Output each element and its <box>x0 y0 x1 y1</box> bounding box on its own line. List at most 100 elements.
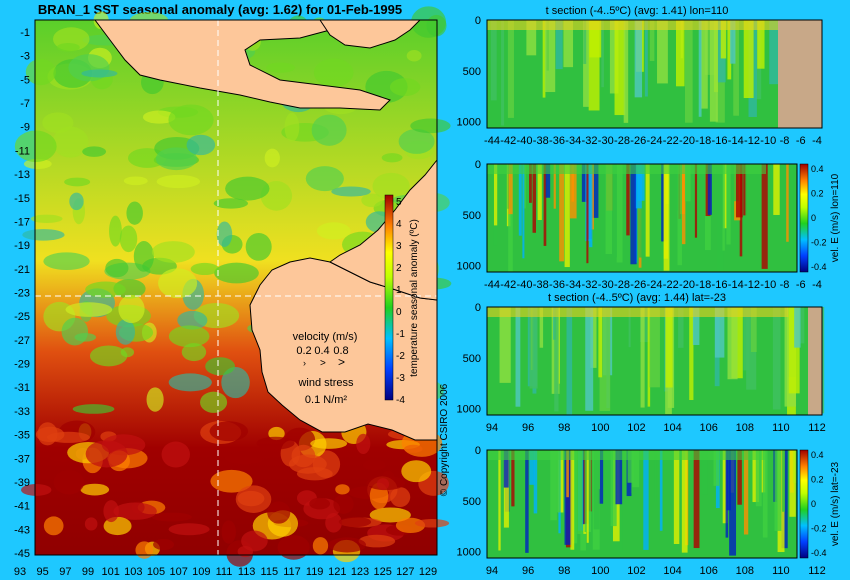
anomaly-patch <box>267 501 291 524</box>
main-x-tick-label: 127 <box>396 566 414 578</box>
section-column <box>605 164 613 255</box>
panel-x-tick: 110 <box>772 422 790 434</box>
panel-frame <box>486 449 798 559</box>
anomaly-patch <box>331 186 371 197</box>
section-column <box>493 164 498 226</box>
panel-x-tick: 98 <box>558 422 570 434</box>
section-column <box>691 450 695 517</box>
panel-x-tick: -22 <box>663 135 679 147</box>
anomaly-patch <box>25 58 56 86</box>
section-column <box>689 307 694 401</box>
section-column <box>572 450 578 544</box>
panel-x-tick: -26 <box>630 279 646 291</box>
section-column <box>645 164 650 257</box>
panel-x-tick: 94 <box>486 565 498 577</box>
anomaly-patch <box>113 502 157 520</box>
section-column <box>544 20 556 93</box>
anomaly-patch <box>46 431 90 443</box>
panel-x-tick: -12 <box>744 279 760 291</box>
section-column <box>599 307 611 412</box>
section-column <box>674 164 678 211</box>
anomaly-patch <box>372 172 410 200</box>
velocity-scale-1: 0.4 <box>314 345 329 357</box>
anomaly-patch <box>216 221 233 248</box>
anomaly-patch <box>209 421 249 442</box>
main-x-tick-label: 99 <box>82 566 94 578</box>
land-mask <box>778 20 822 128</box>
section-column <box>679 164 685 215</box>
panel-x-tick: -18 <box>695 279 711 291</box>
section-column <box>701 20 708 109</box>
anomaly-patch <box>214 262 259 284</box>
section-column <box>657 20 668 84</box>
section-column <box>715 20 726 83</box>
main-x-tick-label: 121 <box>328 566 346 578</box>
panel-x-tick: -30 <box>598 279 614 291</box>
section-column <box>735 164 743 218</box>
main-y-tick-label: -11 <box>15 145 30 157</box>
section-column <box>526 20 537 56</box>
section-column <box>743 164 747 216</box>
section-column <box>788 307 800 394</box>
section-column <box>626 164 630 236</box>
main-y-tick-label: -41 <box>14 501 30 513</box>
panel-x-tick: -42 <box>500 135 516 147</box>
section-column <box>593 450 600 530</box>
main-y-tick-label: -23 <box>14 288 30 300</box>
main-y-tick-label: -13 <box>14 169 30 181</box>
anomaly-patch <box>381 153 403 163</box>
panel-x-tick: 112 <box>808 565 826 577</box>
section-column <box>701 450 708 495</box>
section-column <box>677 164 682 266</box>
panel-colorbar-tick: -0.2 <box>811 238 827 248</box>
panel-x-tick: 106 <box>699 422 717 434</box>
panel-x-tick: 102 <box>627 422 645 434</box>
anomaly-patch <box>20 484 52 496</box>
section-column <box>503 450 509 528</box>
main-x-tick-label: 109 <box>192 566 210 578</box>
section-column <box>713 450 720 486</box>
anomaly-patch <box>85 281 126 298</box>
anomaly-patch <box>205 357 236 376</box>
anomaly-patch <box>235 485 272 513</box>
panel-x-tick: -38 <box>533 279 549 291</box>
anomaly-patch <box>156 174 201 189</box>
main-colorbar-tick: -3 <box>396 373 405 384</box>
anomaly-patch <box>105 258 129 278</box>
section-column <box>694 164 698 238</box>
anomaly-patch <box>146 387 164 412</box>
section-column <box>563 20 574 68</box>
section-column <box>716 164 724 272</box>
main-y-tick-label: -17 <box>14 216 30 228</box>
section-column <box>508 164 513 272</box>
panel-colorbar <box>799 163 809 273</box>
section-column <box>722 164 725 251</box>
panel-x-tick: -20 <box>679 279 695 291</box>
section-column <box>769 20 780 85</box>
velocity-legend: velocity (m/s) 0.2 0.4 0.8 › > > wind st… <box>293 331 358 406</box>
main-map-y-ticks: -1 -3 -5 -7 -9 -11 -13 -15 -17 -19 -21 -23 -25 -27 -29… <box>14 27 30 560</box>
section-column <box>789 450 796 517</box>
anomaly-patch <box>135 541 154 559</box>
panel-x-tick: -12 <box>744 135 760 147</box>
anomaly-patch <box>126 201 143 225</box>
panel-colorbar-tick: 0 <box>811 499 816 509</box>
anomaly-patch <box>268 426 285 441</box>
panel-x-tick: 106 <box>699 565 717 577</box>
section-column <box>774 450 782 531</box>
panel-x-tick: -8 <box>780 279 790 291</box>
main-colorbar-tick: -4 <box>396 395 405 406</box>
anomaly-patch <box>14 130 57 163</box>
section-column <box>794 307 801 348</box>
main-map-title: BRAN_1 SST seasonal anomaly (avg: 1.62) … <box>38 2 402 17</box>
panel-colorbar-tick: 0.4 <box>811 164 824 174</box>
anomaly-patch <box>103 500 119 523</box>
panel-x-tick: -24 <box>647 135 663 147</box>
panel-x-tick: -6 <box>796 279 806 291</box>
panel-colorbar <box>799 449 809 559</box>
section-column <box>732 164 739 202</box>
main-colorbar-tick: 3 <box>396 241 402 252</box>
section-column <box>609 20 619 94</box>
section-column <box>588 20 600 111</box>
section-column <box>761 164 768 269</box>
